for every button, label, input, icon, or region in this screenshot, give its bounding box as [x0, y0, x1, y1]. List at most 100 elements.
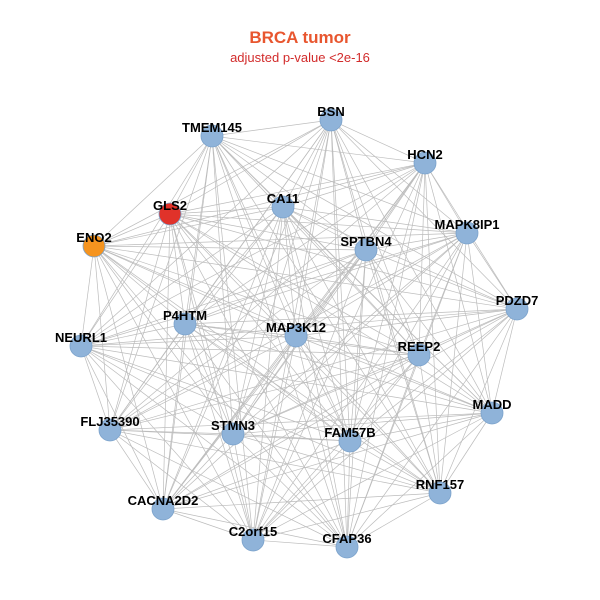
- edge: [80, 323, 186, 347]
- node-label-p4htm: P4HTM: [163, 308, 207, 323]
- edge: [162, 335, 297, 510]
- edge: [349, 308, 518, 442]
- node-label-bsn: BSN: [317, 104, 344, 119]
- node-label-gls2: GLS2: [153, 198, 187, 213]
- edge: [252, 162, 426, 541]
- edge: [232, 412, 493, 435]
- node-neurl1: [69, 334, 93, 358]
- edge: [109, 354, 420, 431]
- node-p4htm: [173, 312, 197, 336]
- edge: [282, 206, 367, 251]
- node-label-cacna2d2: CACNA2D2: [128, 493, 199, 508]
- edge: [169, 213, 234, 435]
- edge: [162, 206, 284, 510]
- edge: [162, 508, 348, 548]
- edge: [109, 213, 171, 431]
- edge: [252, 335, 297, 541]
- edge: [252, 492, 441, 541]
- node-label-sptbn4: SPTBN4: [340, 234, 392, 249]
- edge: [211, 135, 297, 337]
- edge: [93, 245, 111, 431]
- edge: [93, 245, 164, 510]
- edge: [346, 412, 493, 548]
- edge: [184, 323, 297, 337]
- edge: [252, 249, 367, 541]
- edge: [211, 135, 441, 494]
- edge: [93, 162, 426, 247]
- edge: [80, 249, 367, 347]
- edge: [184, 323, 351, 442]
- node-c2orf15: [241, 528, 265, 552]
- edge: [93, 135, 213, 247]
- node-label-ca11: CA11: [267, 191, 300, 206]
- edge: [169, 119, 332, 215]
- edge: [232, 232, 468, 435]
- edge: [184, 323, 234, 435]
- edge: [93, 213, 171, 247]
- node-reep2: [407, 343, 431, 367]
- edge: [80, 345, 111, 431]
- edge: [282, 206, 348, 548]
- edge: [169, 213, 493, 414]
- edge: [169, 213, 468, 234]
- edge: [162, 308, 518, 510]
- plot-subtitle: adjusted p-value <2e-16: [230, 50, 370, 65]
- edge: [295, 335, 351, 442]
- edge: [232, 119, 332, 435]
- node-bsn: [319, 108, 343, 132]
- edge: [295, 335, 348, 548]
- edge: [93, 245, 420, 356]
- edge: [346, 440, 351, 548]
- edge: [109, 429, 441, 494]
- edge: [282, 206, 468, 234]
- node-label-cfap36: CFAP36: [322, 531, 371, 546]
- edge: [295, 335, 441, 494]
- node-tmem145: [200, 124, 224, 148]
- edge: [295, 308, 518, 337]
- node-pdzd7: [505, 297, 529, 321]
- edge: [346, 492, 441, 548]
- edge: [109, 335, 297, 431]
- edge: [93, 245, 348, 548]
- edge: [109, 429, 348, 548]
- edge: [365, 249, 518, 310]
- edge: [252, 539, 348, 548]
- edge: [282, 206, 297, 337]
- edge: [80, 335, 297, 347]
- edge: [169, 213, 348, 548]
- edge: [109, 429, 164, 510]
- edge: [184, 323, 441, 494]
- node-label-map3k12: MAP3K12: [266, 320, 326, 335]
- edge: [80, 345, 420, 356]
- node-label-mapk8ip1: MAPK8IP1: [434, 217, 499, 232]
- edge: [93, 245, 254, 541]
- edge: [252, 412, 493, 541]
- node-label-hcn2: HCN2: [407, 147, 442, 162]
- edge: [282, 206, 493, 414]
- edge: [93, 245, 367, 251]
- edge: [330, 119, 518, 310]
- node-mapk8ip1: [455, 221, 479, 245]
- edge: [169, 213, 254, 541]
- edge: [184, 323, 254, 541]
- edge: [252, 440, 351, 541]
- edge: [184, 308, 518, 325]
- node-label-rnf157: RNF157: [416, 477, 464, 492]
- node-label-tmem145: TMEM145: [182, 120, 242, 135]
- edge: [162, 213, 171, 510]
- edge-lines: [80, 119, 518, 548]
- node-cacna2d2: [151, 497, 175, 521]
- edge: [349, 232, 468, 442]
- node-label-fam57b: FAM57B: [324, 425, 375, 440]
- edge: [169, 206, 284, 215]
- edge: [162, 508, 254, 541]
- node-madd: [480, 401, 504, 425]
- edge: [346, 308, 518, 548]
- edge: [365, 162, 426, 251]
- edge: [349, 440, 441, 494]
- edge: [439, 412, 493, 494]
- edge: [109, 206, 284, 431]
- edge: [282, 162, 426, 208]
- edge: [169, 213, 420, 356]
